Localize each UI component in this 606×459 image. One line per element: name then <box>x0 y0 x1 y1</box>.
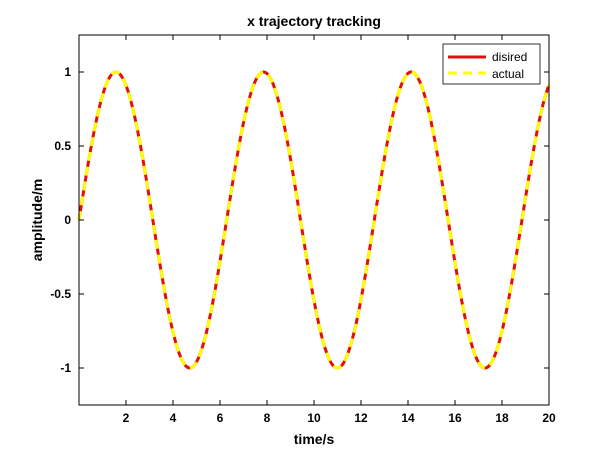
legend-label-actual: actual <box>492 67 524 81</box>
x-tick-label: 14 <box>401 411 415 425</box>
legend-box <box>442 43 541 85</box>
y-tick-label: 0 <box>64 213 71 227</box>
legend: disired actual <box>442 43 541 85</box>
x-tick-label: 8 <box>264 411 271 425</box>
x-tick-label: 20 <box>542 411 556 425</box>
plot-area <box>79 35 549 405</box>
legend-label-disired: disired <box>492 50 527 64</box>
y-axis-label: amplitude/m <box>29 179 45 261</box>
x-tick-label: 12 <box>354 411 368 425</box>
x-tick-label: 10 <box>307 411 321 425</box>
y-tick-label: -0.5 <box>50 287 71 301</box>
x-tick-label: 16 <box>448 411 462 425</box>
y-tick-label: 1 <box>64 65 71 79</box>
x-tick-label: 18 <box>495 411 509 425</box>
y-tick-label: -1 <box>60 361 71 375</box>
x-axis-label: time/s <box>294 431 335 447</box>
x-tick-label: 2 <box>123 411 130 425</box>
x-tick-label: 6 <box>217 411 224 425</box>
axes-layer: 2 4 6 8 10 12 14 16 18 20 -1 -0.5 0 0.5 1 <box>50 34 556 425</box>
y-tick-label: 0.5 <box>54 139 71 153</box>
chart-title: x trajectory tracking <box>247 13 381 29</box>
series-line-actual <box>77 70 551 370</box>
x-tick-label: 4 <box>170 411 177 425</box>
series-layer <box>77 70 551 370</box>
